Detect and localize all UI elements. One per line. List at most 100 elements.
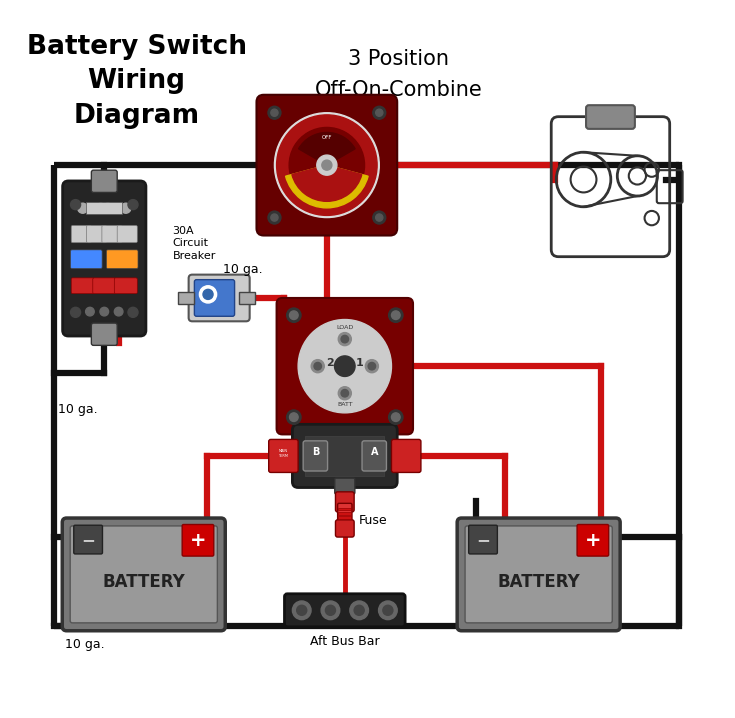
Circle shape [354, 605, 364, 615]
Circle shape [376, 109, 383, 116]
FancyBboxPatch shape [338, 508, 351, 510]
Circle shape [71, 307, 81, 317]
FancyBboxPatch shape [117, 225, 137, 243]
Wedge shape [289, 128, 365, 184]
FancyBboxPatch shape [194, 279, 234, 316]
FancyBboxPatch shape [87, 225, 107, 243]
FancyBboxPatch shape [91, 170, 117, 192]
Circle shape [297, 605, 306, 615]
Circle shape [365, 360, 379, 373]
Circle shape [389, 410, 403, 424]
Circle shape [383, 605, 393, 615]
Circle shape [274, 113, 379, 218]
FancyBboxPatch shape [189, 275, 250, 322]
FancyBboxPatch shape [178, 292, 193, 304]
Circle shape [271, 109, 278, 116]
FancyBboxPatch shape [305, 436, 384, 476]
Wedge shape [286, 165, 368, 208]
FancyBboxPatch shape [338, 512, 351, 515]
Text: Fuse: Fuse [359, 514, 388, 527]
Circle shape [314, 363, 321, 370]
Circle shape [341, 389, 348, 397]
FancyBboxPatch shape [257, 95, 397, 236]
Text: OFF: OFF [322, 135, 332, 140]
Circle shape [128, 307, 138, 317]
FancyBboxPatch shape [107, 250, 138, 269]
FancyBboxPatch shape [577, 524, 609, 556]
FancyBboxPatch shape [102, 225, 122, 243]
Text: B: B [312, 447, 319, 457]
Circle shape [368, 363, 376, 370]
Circle shape [96, 203, 106, 213]
Circle shape [389, 308, 403, 322]
FancyBboxPatch shape [338, 516, 351, 519]
FancyBboxPatch shape [334, 478, 355, 494]
FancyBboxPatch shape [71, 250, 102, 269]
Circle shape [276, 115, 377, 215]
Circle shape [287, 308, 301, 322]
FancyBboxPatch shape [62, 518, 225, 631]
Circle shape [103, 203, 113, 213]
Text: +: + [190, 531, 207, 550]
Circle shape [322, 160, 332, 170]
Circle shape [287, 410, 301, 424]
Circle shape [334, 356, 355, 376]
Circle shape [78, 203, 87, 213]
Text: BATTERY: BATTERY [498, 572, 580, 591]
FancyBboxPatch shape [62, 181, 146, 336]
Circle shape [203, 289, 213, 299]
Wedge shape [298, 132, 355, 165]
FancyBboxPatch shape [303, 441, 328, 471]
Text: MAIN
TERM: MAIN TERM [278, 449, 288, 458]
Circle shape [373, 211, 386, 224]
FancyBboxPatch shape [362, 441, 387, 471]
Text: 2: 2 [326, 358, 334, 368]
Text: 10 ga.: 10 ga. [223, 263, 262, 276]
Text: 1: 1 [356, 358, 364, 368]
FancyBboxPatch shape [276, 298, 413, 434]
Circle shape [379, 601, 397, 620]
FancyBboxPatch shape [71, 278, 94, 294]
Text: BATT: BATT [337, 402, 353, 407]
FancyBboxPatch shape [457, 518, 620, 631]
FancyBboxPatch shape [71, 225, 91, 243]
Circle shape [121, 203, 131, 213]
Circle shape [338, 332, 351, 345]
Circle shape [271, 214, 278, 221]
Circle shape [115, 307, 123, 316]
Text: −: − [81, 531, 95, 549]
Text: BATTERY: BATTERY [102, 572, 185, 591]
Circle shape [376, 214, 383, 221]
FancyBboxPatch shape [335, 492, 354, 512]
Circle shape [71, 200, 81, 210]
FancyBboxPatch shape [93, 278, 115, 294]
Circle shape [290, 413, 298, 421]
Circle shape [100, 307, 109, 316]
Circle shape [392, 413, 400, 421]
FancyBboxPatch shape [86, 202, 122, 214]
Text: Battery Switch: Battery Switch [26, 34, 246, 60]
Circle shape [311, 360, 324, 373]
Circle shape [298, 320, 392, 413]
Circle shape [341, 335, 348, 343]
Circle shape [373, 106, 386, 119]
Circle shape [293, 601, 311, 620]
FancyBboxPatch shape [465, 526, 612, 623]
FancyBboxPatch shape [293, 424, 397, 488]
Circle shape [290, 311, 298, 320]
FancyBboxPatch shape [74, 526, 102, 554]
Wedge shape [292, 165, 362, 201]
FancyBboxPatch shape [392, 439, 421, 472]
Text: Aft Bus Bar: Aft Bus Bar [310, 635, 379, 648]
Circle shape [85, 307, 94, 316]
FancyBboxPatch shape [91, 323, 117, 345]
FancyBboxPatch shape [284, 594, 405, 627]
Text: 10 ga.: 10 ga. [57, 403, 97, 416]
Text: −: − [476, 531, 490, 549]
FancyBboxPatch shape [335, 520, 354, 537]
FancyBboxPatch shape [586, 105, 635, 129]
Text: LOAD: LOAD [336, 325, 354, 330]
Text: +: + [584, 531, 601, 550]
Text: 30A
Circuit
Breaker: 30A Circuit Breaker [173, 226, 216, 261]
Circle shape [199, 286, 217, 303]
